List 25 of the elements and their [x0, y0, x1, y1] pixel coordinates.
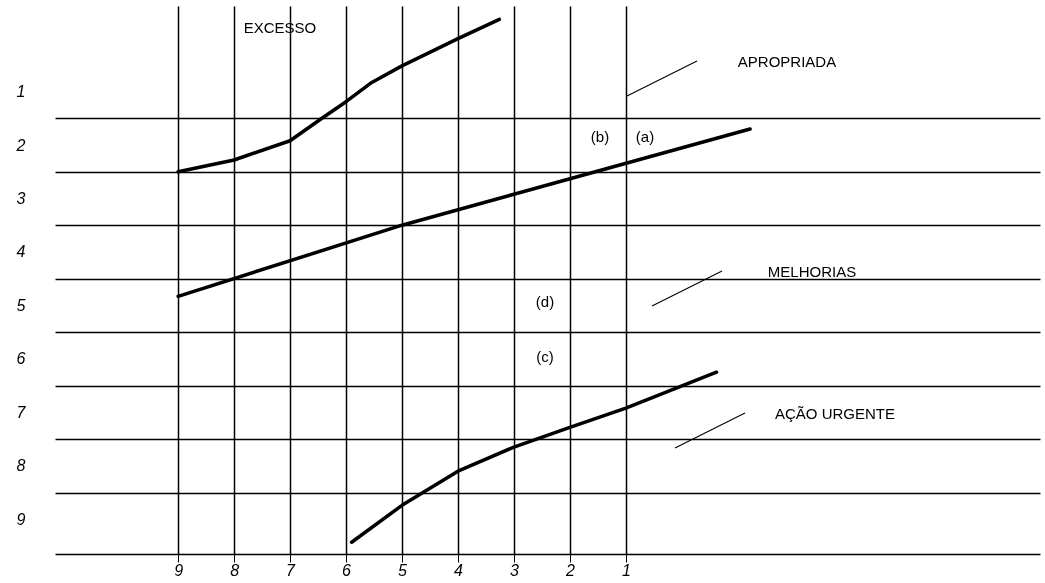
x-tick-label: 7	[286, 561, 297, 579]
y-tick-label: 1	[16, 83, 26, 101]
annotation: APROPRIADA	[737, 53, 837, 70]
x-tick-label: 6	[342, 561, 352, 579]
annotation: (c)	[536, 348, 554, 365]
x-tick-label: 4	[454, 561, 463, 579]
x-tick-label: 3	[509, 561, 519, 579]
annotation: (a)	[635, 128, 655, 145]
x-tick-label: 2	[564, 561, 575, 579]
y-tick-label: 8	[16, 457, 26, 475]
y-tick-label: 9	[16, 510, 26, 528]
y-tick-label: 4	[16, 243, 26, 261]
y-tick-label: 6	[16, 350, 26, 368]
y-tick-label: 7	[16, 403, 27, 421]
annotation: MELHORIAS	[767, 263, 857, 280]
y-tick-label: 2	[15, 136, 26, 154]
annotation: (b)	[590, 128, 610, 145]
y-tick-label: 5	[16, 296, 26, 314]
annotation: (d)	[535, 293, 555, 310]
x-tick-label: 5	[398, 561, 408, 579]
x-tick-label: 1	[621, 561, 631, 579]
annotation: AÇÃO URGENTE	[774, 405, 896, 422]
x-tick-label: 8	[230, 561, 240, 579]
y-tick-label: 3	[16, 189, 26, 207]
x-tick-label: 9	[174, 561, 184, 579]
